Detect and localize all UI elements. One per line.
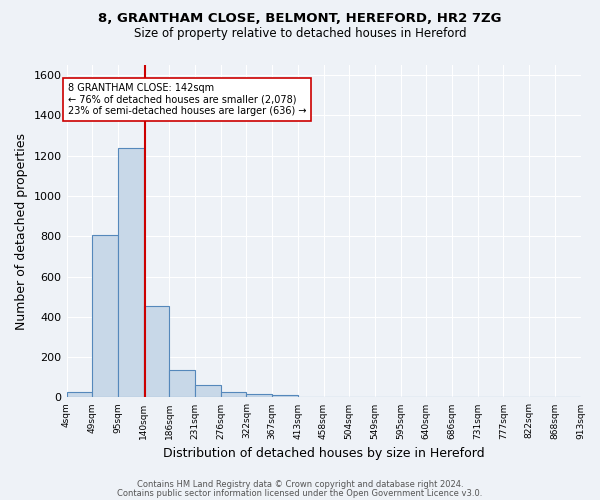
Text: Size of property relative to detached houses in Hereford: Size of property relative to detached ho… xyxy=(134,28,466,40)
Bar xyxy=(143,306,169,398)
Bar xyxy=(169,370,195,398)
Text: Contains public sector information licensed under the Open Government Licence v3: Contains public sector information licen… xyxy=(118,490,482,498)
Text: Contains HM Land Registry data © Crown copyright and database right 2024.: Contains HM Land Registry data © Crown c… xyxy=(137,480,463,489)
Bar xyxy=(272,395,298,398)
Bar xyxy=(247,394,272,398)
Y-axis label: Number of detached properties: Number of detached properties xyxy=(15,132,28,330)
Bar xyxy=(118,148,143,398)
Bar xyxy=(221,392,247,398)
Bar xyxy=(67,392,92,398)
Bar xyxy=(92,235,118,398)
Text: 8 GRANTHAM CLOSE: 142sqm
← 76% of detached houses are smaller (2,078)
23% of sem: 8 GRANTHAM CLOSE: 142sqm ← 76% of detach… xyxy=(68,83,306,116)
Bar xyxy=(195,386,221,398)
X-axis label: Distribution of detached houses by size in Hereford: Distribution of detached houses by size … xyxy=(163,447,484,460)
Text: 8, GRANTHAM CLOSE, BELMONT, HEREFORD, HR2 7ZG: 8, GRANTHAM CLOSE, BELMONT, HEREFORD, HR… xyxy=(98,12,502,26)
